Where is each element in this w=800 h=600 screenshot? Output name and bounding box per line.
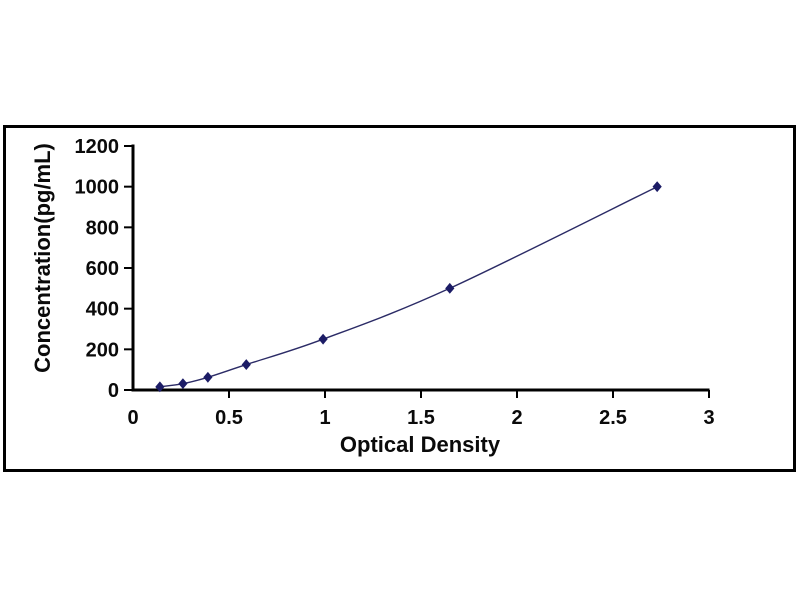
y-tick-label: 800	[86, 217, 119, 239]
y-axis-ticks	[124, 145, 133, 391]
y-tick-label: 0	[108, 380, 119, 402]
x-tick-label: 2.5	[599, 407, 627, 429]
data-point-marker	[445, 282, 455, 294]
x-axis-title: Optical Density	[340, 432, 501, 457]
data-point-marker	[241, 359, 251, 370]
y-tick-label: 1200	[75, 136, 120, 158]
data-point-marker	[203, 371, 213, 383]
y-axis-title: Concentration(pg/mL)	[30, 143, 55, 373]
y-tick-label: 600	[86, 258, 119, 280]
x-tick-label: 0.5	[215, 407, 243, 429]
data-point-marker	[652, 181, 662, 193]
x-axis-tick-labels: 0 0.5 1 1.5 2 2.5 3	[127, 407, 714, 429]
x-tick-label: 1	[319, 407, 330, 429]
x-tick-label: 3	[703, 407, 714, 429]
data-point-marker	[155, 381, 165, 393]
x-tick-label: 1.5	[407, 407, 435, 429]
x-axis-ticks	[228, 390, 710, 398]
x-tick-label: 2	[511, 407, 522, 429]
y-tick-label: 400	[86, 299, 119, 321]
y-axis-tick-labels: 0 200 400 600 800 1000 1200	[75, 136, 120, 402]
standard-curve-markers	[155, 181, 662, 393]
data-point-marker	[178, 378, 188, 390]
y-tick-label: 1000	[75, 177, 120, 199]
x-tick-label: 0	[127, 407, 138, 429]
y-tick-label: 200	[86, 339, 119, 361]
data-point-marker	[318, 333, 328, 345]
chart-panel-border	[3, 125, 796, 472]
